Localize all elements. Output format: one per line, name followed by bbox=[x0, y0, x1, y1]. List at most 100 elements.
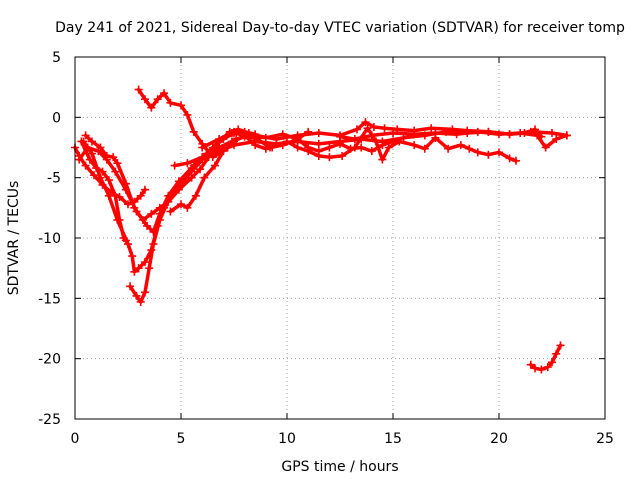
data-point bbox=[537, 365, 546, 374]
data-point bbox=[215, 147, 224, 156]
data-point bbox=[130, 267, 139, 276]
data-point bbox=[87, 149, 96, 158]
data-point bbox=[79, 137, 88, 146]
data-point bbox=[427, 124, 436, 133]
data-point bbox=[198, 143, 207, 152]
y-tick-label: -5 bbox=[47, 171, 61, 187]
data-point bbox=[113, 215, 122, 224]
data-point bbox=[81, 161, 90, 170]
data-point bbox=[155, 215, 164, 224]
data-point bbox=[128, 252, 137, 261]
data-point bbox=[134, 264, 143, 273]
data-point bbox=[452, 130, 461, 139]
data-point bbox=[338, 151, 347, 160]
data-point bbox=[230, 127, 238, 136]
data-point bbox=[138, 215, 147, 224]
data-point bbox=[465, 144, 474, 153]
x-tick-label: 15 bbox=[384, 431, 402, 447]
data-point bbox=[526, 360, 535, 369]
data-point bbox=[410, 130, 419, 139]
data-point bbox=[531, 125, 540, 134]
data-point bbox=[444, 144, 453, 153]
data-point bbox=[208, 143, 217, 152]
data-point bbox=[350, 143, 359, 152]
data-point bbox=[389, 129, 397, 138]
data-point bbox=[136, 297, 145, 306]
data-point bbox=[473, 127, 482, 136]
data-point bbox=[336, 132, 344, 141]
x-tick-label: 20 bbox=[490, 431, 508, 447]
data-point bbox=[124, 200, 132, 209]
data-point bbox=[83, 143, 92, 152]
data-point bbox=[548, 129, 556, 138]
series-line bbox=[77, 133, 257, 234]
data-point bbox=[170, 161, 179, 170]
data-point bbox=[380, 124, 389, 133]
y-tick-label: -25 bbox=[38, 412, 61, 428]
data-point bbox=[369, 122, 378, 131]
data-point bbox=[160, 89, 169, 98]
data-point bbox=[495, 148, 503, 157]
data-point bbox=[556, 341, 565, 350]
data-point bbox=[251, 131, 260, 140]
y-tick-label: -20 bbox=[38, 352, 61, 368]
data-point bbox=[104, 191, 113, 200]
y-tick-label: -15 bbox=[38, 291, 61, 307]
data-point bbox=[314, 129, 323, 138]
series-track-11 bbox=[283, 124, 520, 165]
data-point bbox=[378, 155, 387, 164]
data-point bbox=[113, 159, 122, 168]
data-point bbox=[87, 137, 96, 146]
data-point bbox=[230, 141, 238, 150]
data-point bbox=[140, 185, 149, 194]
data-point bbox=[136, 191, 145, 200]
data-point bbox=[196, 165, 205, 174]
data-point bbox=[200, 173, 209, 182]
x-tick-label: 25 bbox=[596, 431, 614, 447]
data-point bbox=[102, 151, 111, 160]
data-point bbox=[130, 203, 139, 212]
chart-title: Day 241 of 2021, Sidereal Day-to-day VTE… bbox=[55, 20, 625, 36]
data-point bbox=[552, 135, 561, 144]
data-point bbox=[96, 173, 105, 182]
data-point bbox=[384, 143, 393, 152]
x-axis-label: GPS time / hours bbox=[281, 459, 398, 475]
data-point bbox=[147, 103, 156, 112]
data-point bbox=[109, 153, 118, 162]
data-point bbox=[352, 125, 361, 134]
data-point bbox=[314, 139, 323, 148]
data-point bbox=[363, 124, 372, 133]
data-point bbox=[191, 191, 200, 200]
data-point bbox=[140, 95, 149, 104]
data-point bbox=[361, 118, 370, 127]
data-point bbox=[166, 207, 175, 216]
y-tick-label: 5 bbox=[52, 50, 61, 66]
data-point bbox=[562, 131, 571, 140]
y-tick-label: -10 bbox=[38, 231, 61, 247]
data-point bbox=[140, 288, 149, 297]
axis-ticks: 0 5 10 15 20 25 5 0 -5 -10 -15 -20 -25 bbox=[38, 50, 614, 447]
data-point bbox=[210, 161, 219, 170]
data-point bbox=[325, 153, 334, 162]
data-point bbox=[420, 144, 429, 153]
data-point bbox=[177, 200, 185, 209]
grid bbox=[75, 57, 605, 419]
y-axis-label: SDTVAR / TECUs bbox=[6, 181, 22, 296]
data-point bbox=[314, 151, 323, 160]
series-track-13 bbox=[526, 341, 565, 374]
data-point bbox=[187, 167, 196, 176]
data-point bbox=[90, 171, 99, 180]
data-point bbox=[134, 85, 143, 94]
data-point bbox=[473, 148, 482, 157]
data-point bbox=[111, 167, 120, 176]
data-point bbox=[325, 143, 334, 152]
data-point bbox=[367, 131, 376, 140]
data-point bbox=[147, 209, 156, 218]
data-point bbox=[350, 135, 359, 144]
data-point bbox=[166, 191, 175, 200]
series-track-5 bbox=[81, 125, 253, 224]
data-point bbox=[215, 135, 224, 144]
data-point bbox=[75, 155, 84, 164]
data-point bbox=[177, 179, 185, 188]
